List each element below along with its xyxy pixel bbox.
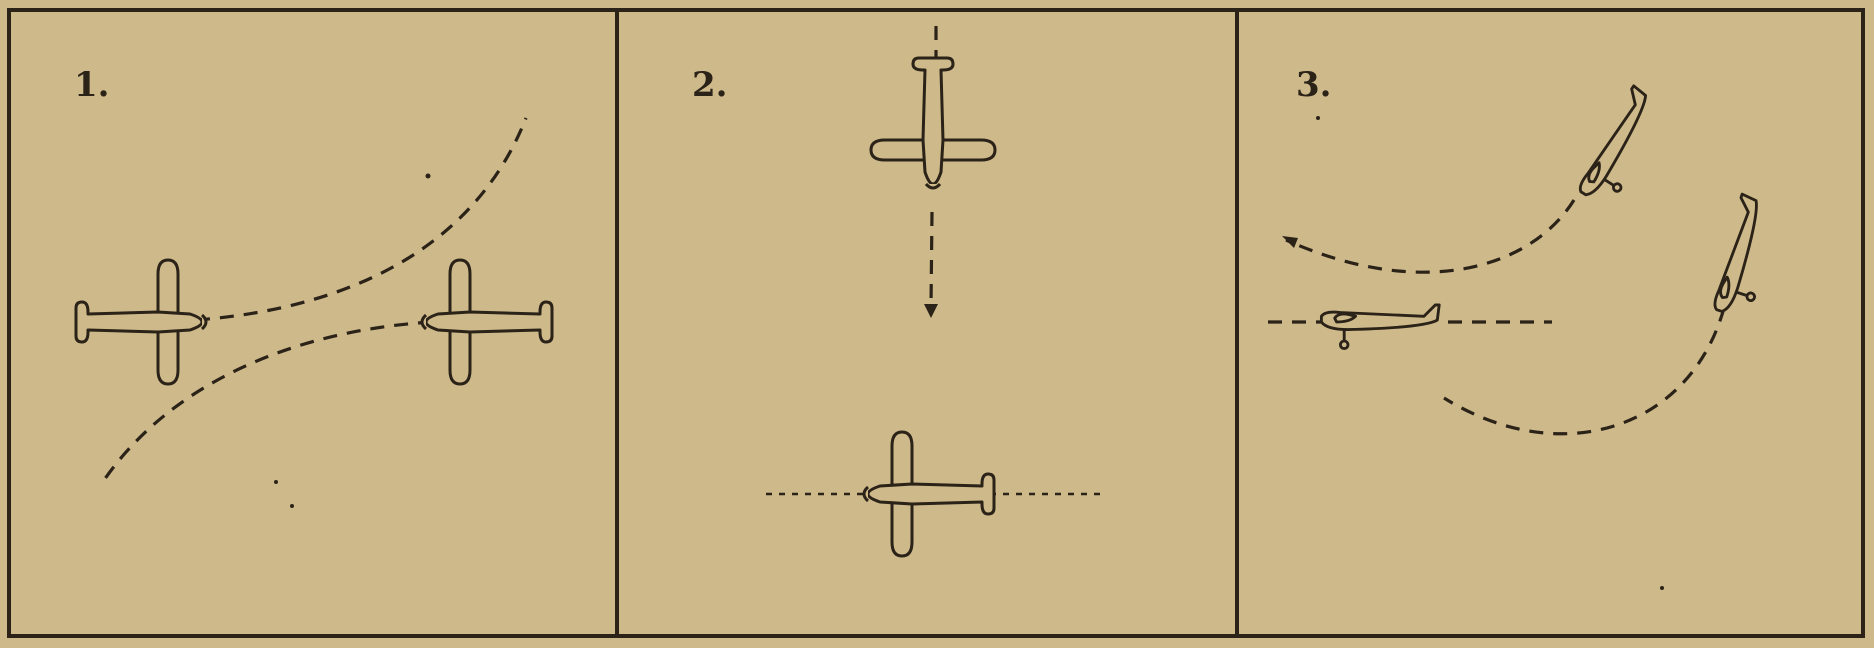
panel-label-3: 3. [1296, 65, 1332, 105]
flight-path-upper [195, 117, 528, 322]
airplane-icon-right [420, 258, 554, 386]
flight-path-curve-upper [1285, 199, 1576, 274]
panel-1-scene [74, 117, 554, 508]
arrow-down-icon [924, 304, 938, 318]
arrow-left-icon [1282, 236, 1298, 248]
flight-path-vertical-bottom [929, 211, 934, 307]
airplane-icon-side-steep [1704, 192, 1786, 322]
panel-label-2: 2. [692, 65, 728, 105]
airplane-icon-diving [869, 56, 997, 190]
airplane-icon-left [74, 258, 208, 386]
flight-path-lower [98, 320, 433, 487]
flight-path-curve-lower [1443, 307, 1726, 436]
airplane-icon-side-climbing [1569, 84, 1673, 211]
panel-3-scene [1268, 84, 1786, 590]
airplane-icon-side-level [1319, 303, 1441, 351]
airplane-icon-crossing [862, 430, 996, 558]
panel-2-scene [766, 26, 1102, 558]
panel-frame-3 [1235, 8, 1865, 638]
panel-label-1: 1. [74, 65, 110, 105]
